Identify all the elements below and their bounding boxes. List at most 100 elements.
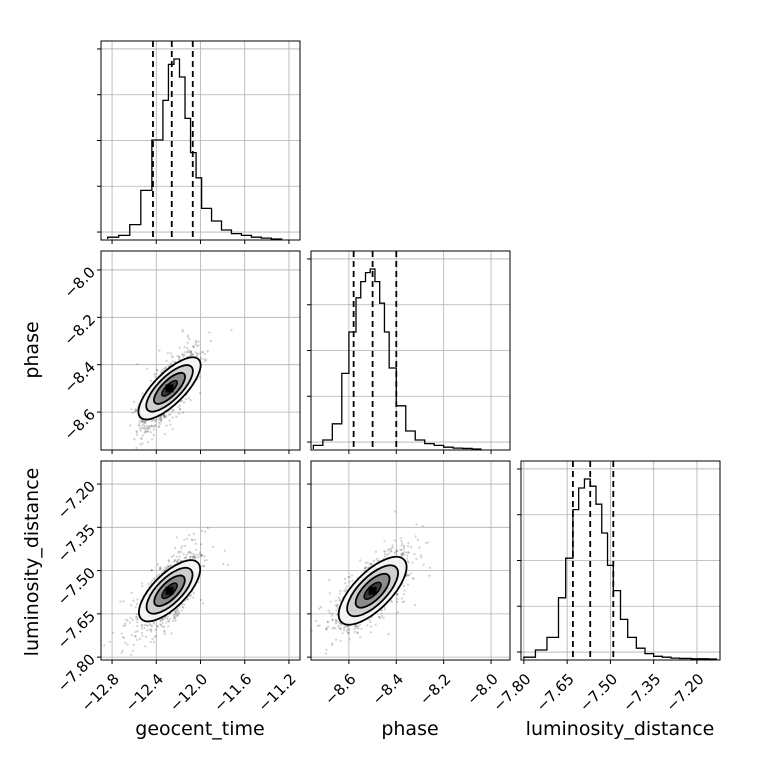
sample-point <box>197 344 200 347</box>
sample-point <box>338 626 341 629</box>
sample-point <box>198 375 201 378</box>
sample-point <box>190 353 193 356</box>
sample-point <box>357 625 360 628</box>
sample-point <box>383 555 386 558</box>
sample-point <box>189 398 192 402</box>
sample-point <box>396 593 399 596</box>
sample-point <box>326 620 329 623</box>
sample-point <box>402 584 406 588</box>
sample-point <box>181 330 184 333</box>
sample-point <box>163 630 166 633</box>
sample-point <box>138 637 142 640</box>
sample-point <box>186 537 189 540</box>
ytick-label-phase-3: −8.0 <box>61 263 99 301</box>
sample-point <box>131 649 134 653</box>
sample-point <box>144 421 147 424</box>
sample-point <box>401 601 404 604</box>
sample-point <box>324 652 328 655</box>
sample-point <box>316 624 320 627</box>
sample-point <box>192 532 195 535</box>
sample-point <box>182 355 185 358</box>
sample-point <box>193 555 196 559</box>
sample-point <box>414 604 417 607</box>
sample-point <box>173 615 176 619</box>
sample-point <box>175 415 178 418</box>
sample-point <box>202 565 205 568</box>
histogram-panel-geocent_time <box>97 40 301 244</box>
sample-point <box>189 555 192 558</box>
sample-point <box>399 548 402 552</box>
sample-point <box>393 539 396 542</box>
sample-point <box>318 624 321 627</box>
sample-point <box>178 355 181 359</box>
sample-point <box>194 341 198 344</box>
peak-bin <box>368 586 377 595</box>
sample-point <box>391 544 394 547</box>
sample-point <box>193 554 196 557</box>
sample-point <box>164 366 168 369</box>
sample-point <box>358 623 362 626</box>
sample-point <box>181 328 185 332</box>
ytick-label-luminosity_distance-1: −7.65 <box>54 607 99 652</box>
sample-point <box>171 428 174 431</box>
sample-point <box>200 553 203 556</box>
sample-point <box>424 542 428 545</box>
sample-point <box>201 602 205 605</box>
sample-point <box>176 354 179 358</box>
sample-point <box>335 619 338 622</box>
panel-frame-diag-0 <box>100 40 301 241</box>
sample-point <box>123 454 125 456</box>
sample-point <box>154 420 157 423</box>
sample-point <box>400 553 404 556</box>
sample-point <box>163 629 166 632</box>
sample-point <box>160 618 163 621</box>
sample-point <box>419 554 422 557</box>
sample-point <box>171 416 174 419</box>
sample-point <box>145 428 148 431</box>
sample-point <box>211 545 214 549</box>
xtick-label-geocent_time-1: −12.4 <box>122 670 167 715</box>
sample-point <box>120 632 123 635</box>
sample-point <box>208 331 211 334</box>
sample-point <box>163 367 166 370</box>
sample-point <box>135 408 138 411</box>
sample-point <box>174 619 177 622</box>
sample-point <box>416 538 420 542</box>
sample-point <box>403 551 406 554</box>
sample-point <box>192 555 195 558</box>
sample-point <box>335 609 338 612</box>
sample-point <box>376 557 379 560</box>
sample-point <box>160 371 163 374</box>
yaxis-label-luminosity_distance: luminosity_distance <box>21 468 43 657</box>
sample-point <box>167 560 171 563</box>
sample-point <box>122 600 125 603</box>
xtick-label-luminosity_distance-0: −7.80 <box>489 670 534 715</box>
sample-point <box>171 409 174 413</box>
sample-point <box>340 623 343 627</box>
panel-frame-2-0 <box>100 460 301 661</box>
sample-point <box>120 651 123 654</box>
sample-point <box>159 415 162 418</box>
sample-point <box>188 337 191 341</box>
sample-point <box>151 438 154 441</box>
sample-point <box>403 589 406 592</box>
scatter-panel-luminosity_distance-vs-geocent_time <box>97 460 301 664</box>
sample-point <box>329 600 332 603</box>
sample-point <box>415 557 418 561</box>
sample-point <box>145 367 149 370</box>
sample-point <box>407 561 410 564</box>
sample-point <box>159 417 162 421</box>
sample-point <box>428 566 431 569</box>
sample-point <box>331 618 335 622</box>
sample-point <box>338 622 341 625</box>
sample-point <box>178 611 181 614</box>
sample-point <box>383 540 386 543</box>
sample-point <box>163 625 166 628</box>
sample-point <box>122 624 125 627</box>
sample-point <box>152 419 155 422</box>
sample-point <box>383 550 386 553</box>
sample-point <box>350 574 354 577</box>
sample-point <box>119 600 122 603</box>
sample-point <box>407 574 410 577</box>
